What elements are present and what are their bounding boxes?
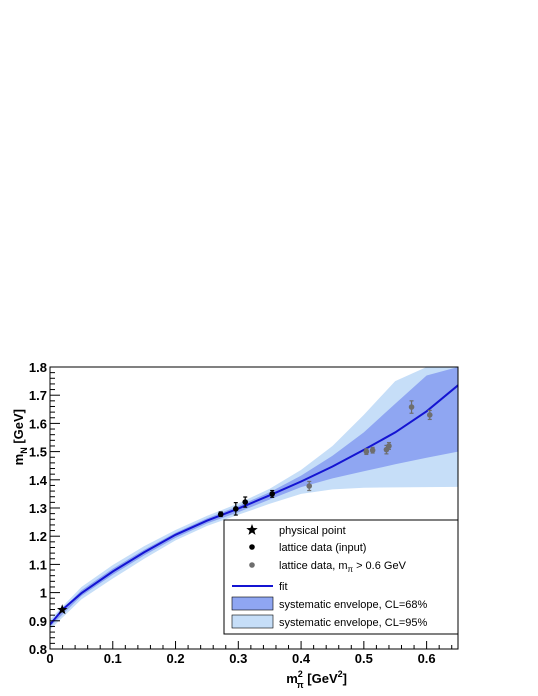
x-tick-label: 0 — [46, 651, 53, 666]
legend-physical-point: physical point — [279, 525, 346, 537]
x-tick-label: 0.5 — [355, 651, 373, 666]
x-tick-label: 0.6 — [418, 651, 436, 666]
y-tick-label: 1.7 — [29, 388, 47, 403]
lattice-input-point — [232, 506, 239, 512]
lattice-high-point — [426, 412, 433, 418]
legend-high-marker — [249, 562, 255, 568]
physical-point-marker — [57, 604, 68, 615]
x-tick-label: 0.1 — [104, 651, 122, 666]
band-68-area — [50, 367, 458, 627]
legend-band68-swatch — [231, 596, 274, 611]
x-axis-title: m2 π [GeV2] — [286, 669, 347, 690]
lattice-high-point — [386, 443, 392, 449]
y-tick-label: 1 — [40, 586, 47, 601]
legend-star-marker — [246, 524, 258, 535]
lattice-input-point — [269, 491, 276, 497]
y-tick-label: 0.8 — [29, 642, 47, 657]
confidence-bands — [50, 367, 458, 630]
y-tick-label: 1.8 — [29, 360, 47, 375]
legend-input-marker — [249, 544, 255, 550]
x-tick-label: 0.4 — [292, 651, 311, 666]
lattice-high-point — [369, 447, 376, 453]
y-axis: 0.8 0.9 1 1.1 1.2 1.3 1.4 1.5 1.6 1.7 1.8 — [29, 360, 60, 657]
lattice-input-point — [242, 499, 249, 505]
y-tick-label: 1.1 — [29, 557, 47, 572]
y-tick-label: 1.4 — [29, 473, 48, 488]
legend-lattice-high: lattice data, mπ > 0.6 GeV — [279, 560, 407, 574]
lattice-high-point — [363, 448, 370, 455]
legend-band95-swatch — [231, 614, 274, 629]
x-axis: 0 0.1 0.2 0.3 0.4 0.5 0.6 — [46, 641, 453, 666]
y-tick-label: 1.5 — [29, 445, 47, 460]
y-tick-label: 0.9 — [29, 614, 47, 629]
x-tick-label: 0.3 — [229, 651, 247, 666]
lattice-high-point — [408, 404, 415, 410]
legend-band68: systematic envelope, CL=68% — [279, 599, 427, 611]
lattice-high-point — [306, 483, 313, 489]
legend-fit: fit — [279, 581, 288, 593]
y-axis-title: mN [GeV] — [11, 409, 29, 465]
lattice-input-point — [217, 511, 224, 518]
x-tick-label: 0.2 — [166, 651, 184, 666]
band-95-area — [50, 367, 458, 630]
y-tick-label: 1.6 — [29, 416, 47, 431]
y-tick-label: 1.3 — [29, 501, 47, 516]
data-points — [57, 400, 433, 615]
y-tick-label: 1.2 — [29, 529, 47, 544]
legend: physical point lattice data (input) latt… — [223, 519, 459, 635]
legend-lattice-input: lattice data (input) — [279, 542, 366, 554]
legend-band95: systematic envelope, CL=95% — [279, 617, 427, 629]
